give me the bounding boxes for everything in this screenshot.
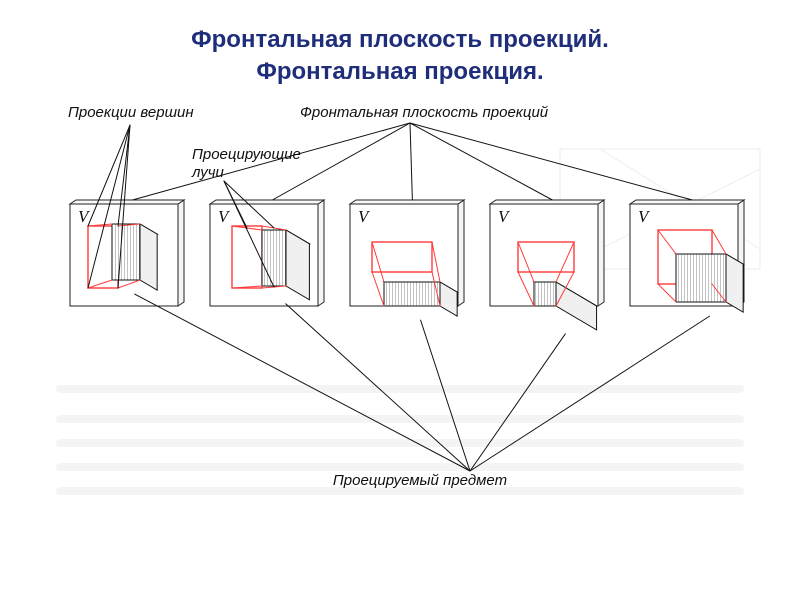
projection-panel-0: V [70, 200, 184, 306]
projection-panel-4: V [630, 200, 744, 312]
title-line-1: Фронтальная плоскость проекций. [191, 26, 609, 53]
page-title: Фронтальная плоскость проекций. Фронталь… [0, 0, 800, 89]
projection-diagram: VVVVVПроекции вершинФронтальная плоскост… [0, 89, 800, 519]
label-frontal-plane: Фронтальная плоскость проекций [300, 104, 549, 121]
projection-panel-1: V [210, 200, 324, 306]
label-object: Проецируемый предмет [333, 472, 507, 489]
projection-panel-3: V [490, 200, 604, 330]
projection-panel-2: V [350, 200, 464, 316]
title-line-2: Фронтальная проекция. [256, 58, 543, 85]
label-rays-l2: лучи [191, 164, 225, 181]
label-vertices: Проекции вершин [68, 104, 194, 121]
label-rays-l1: Проецирующие [192, 146, 301, 163]
diagram-container: VVVVVПроекции вершинФронтальная плоскост… [0, 89, 800, 569]
